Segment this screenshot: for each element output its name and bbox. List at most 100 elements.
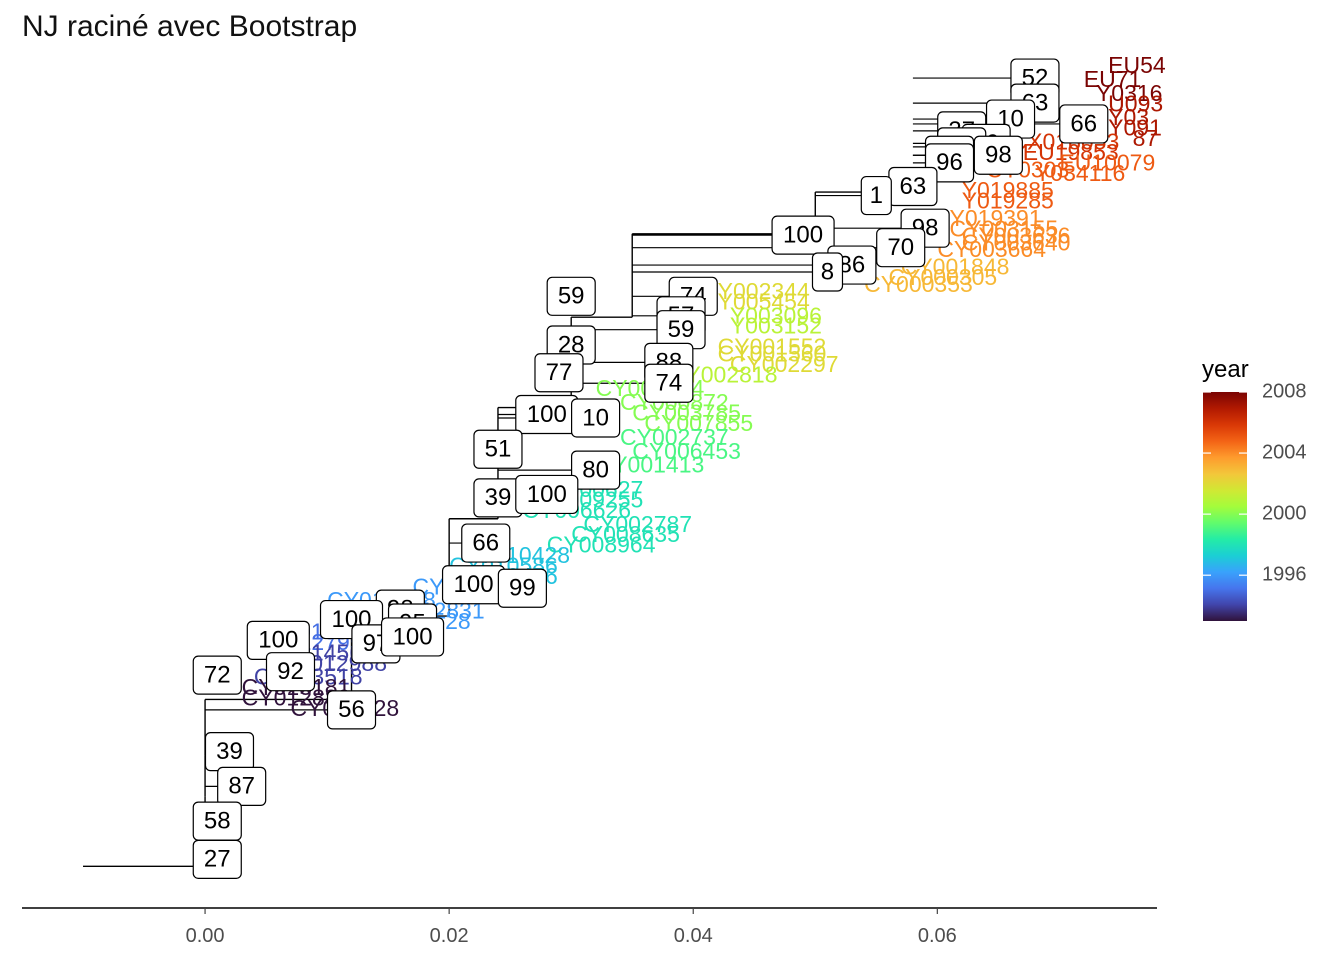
legend-tick-label: 2000: [1262, 502, 1307, 524]
x-tick-label: 0.04: [674, 925, 713, 947]
bootstrap-label: 51: [473, 429, 523, 469]
bootstrap-label: 96: [924, 143, 975, 183]
bootstrap-label: 74: [644, 363, 694, 403]
color-legend: year 1996 2000 2004 2008: [1202, 356, 1307, 621]
bootstrap-value: 100: [527, 401, 567, 428]
bootstrap-value: 59: [558, 283, 585, 310]
bootstrap-value: 74: [655, 370, 682, 397]
bootstrap-label: 72: [192, 655, 242, 695]
bootstrap-box: [217, 766, 267, 806]
tip-label: Y019885: [962, 177, 1054, 203]
bootstrap-box: [546, 276, 596, 316]
bootstrap-label: 100: [515, 394, 579, 435]
tip-label: CY003155: [950, 215, 1059, 241]
legend-tick-label: 2008: [1262, 380, 1307, 402]
legend-colorbar: [1203, 392, 1247, 621]
bootstrap-box: [571, 398, 621, 438]
bootstrap-value: 70: [887, 234, 914, 261]
bootstrap-value: 100: [454, 571, 494, 598]
bootstrap-value: 10: [582, 404, 609, 431]
bootstrap-value: 39: [216, 738, 243, 765]
bootstrap-value: 51: [485, 436, 512, 463]
bootstrap-value: 80: [582, 456, 609, 483]
tip-label: 87: [1133, 125, 1159, 151]
bootstrap-box: [644, 363, 694, 403]
bootstrap-value: 100: [527, 481, 567, 508]
bootstrap-value: 56: [338, 696, 365, 723]
bootstrap-value: 92: [277, 658, 304, 685]
bootstrap-label: 39: [473, 478, 523, 518]
tip-label: Y003096: [730, 302, 822, 328]
bootstrap-value: 99: [509, 575, 536, 602]
bootstrap-box: [571, 450, 621, 490]
bootstrap-box: [265, 652, 316, 692]
bootstrap-box: [534, 353, 584, 393]
tip-label: Y091: [1108, 115, 1162, 141]
chart-title: NJ raciné avec Bootstrap: [22, 10, 358, 43]
bootstrap-label: 98: [973, 135, 1023, 175]
bootstrap-value: 39: [485, 484, 512, 511]
bootstrap-label: 59: [656, 310, 706, 350]
bootstrap-label: 66: [1059, 104, 1109, 144]
bootstrap-value: 66: [1070, 110, 1097, 137]
bootstrap-label: 63: [888, 166, 938, 207]
bootstrap-value: 1: [870, 182, 883, 209]
tip-label: CY002737: [620, 424, 729, 450]
bootstrap-label: 87: [217, 766, 267, 806]
tip-label: CY008964: [547, 532, 656, 558]
bootstrap-value: 66: [472, 529, 499, 556]
tip-label: CY008635: [571, 521, 680, 547]
bootstrap-label: 10: [571, 398, 621, 438]
bootstrap-value: 27: [204, 846, 231, 873]
legend-title: year: [1202, 356, 1249, 383]
bootstrap-value: 77: [546, 359, 573, 386]
bootstrap-value: 96: [936, 149, 963, 176]
bootstrap-label: 27: [192, 839, 242, 879]
bootstrap-label: 1: [860, 175, 892, 216]
tip-label: Y019285: [962, 188, 1054, 214]
bootstrap-value: 87: [228, 773, 255, 800]
tip-label: EU54: [1108, 52, 1166, 78]
bootstrap-box: [973, 135, 1023, 175]
tip-label: CY001552: [718, 334, 827, 360]
tip-label: CY003664: [937, 236, 1046, 262]
x-axis: 0.00 0.02 0.04 0.06: [22, 907, 1157, 947]
tip-label: CY002297: [730, 351, 839, 377]
bootstrap-value: 8: [821, 258, 834, 285]
tip-label: CY000305: [889, 264, 998, 290]
bootstrap-box: [515, 474, 579, 515]
bootstrap-label: 66: [461, 523, 511, 563]
bootstrap-label: 8: [811, 252, 844, 292]
tip-label: CY003785: [632, 400, 741, 426]
tip-label: U093: [1108, 90, 1163, 116]
bootstrap-labels: 5263106637995655989663198701008685974575…: [192, 58, 1109, 879]
x-tick-label: 0.00: [186, 925, 225, 947]
legend-tick-label: 1996: [1262, 563, 1307, 585]
tip-label: CY001560: [718, 340, 827, 366]
bootstrap-label: 39: [204, 732, 255, 772]
bootstrap-box: [473, 429, 523, 469]
bootstrap-box: [497, 568, 547, 608]
x-tick-label: 0.06: [918, 925, 957, 947]
bootstrap-value: 100: [393, 623, 433, 650]
bootstrap-value: 98: [985, 142, 1012, 169]
bootstrap-label: 59: [546, 276, 596, 316]
tip-label: CY003636: [962, 222, 1071, 248]
bootstrap-label: 77: [534, 353, 584, 393]
bootstrap-label: 100: [771, 215, 835, 255]
tip-label: CY003640: [962, 229, 1071, 255]
bootstrap-box: [924, 143, 975, 183]
tip-label: Y034116: [1035, 160, 1125, 186]
bootstrap-box: [860, 175, 892, 216]
bootstrap-label: 56: [326, 690, 377, 730]
bootstrap-box: [461, 523, 511, 563]
bootstrap-value: 72: [204, 661, 231, 688]
bootstrap-box: [192, 839, 242, 879]
bootstrap-box: [380, 617, 445, 657]
tip-label: Y003152: [730, 313, 822, 339]
bootstrap-box: [192, 655, 242, 695]
bootstrap-label: 58: [192, 801, 242, 841]
bootstrap-value: 100: [258, 627, 298, 654]
tip-label: CY000353: [864, 271, 973, 297]
tip-label: CY002787: [583, 511, 692, 537]
